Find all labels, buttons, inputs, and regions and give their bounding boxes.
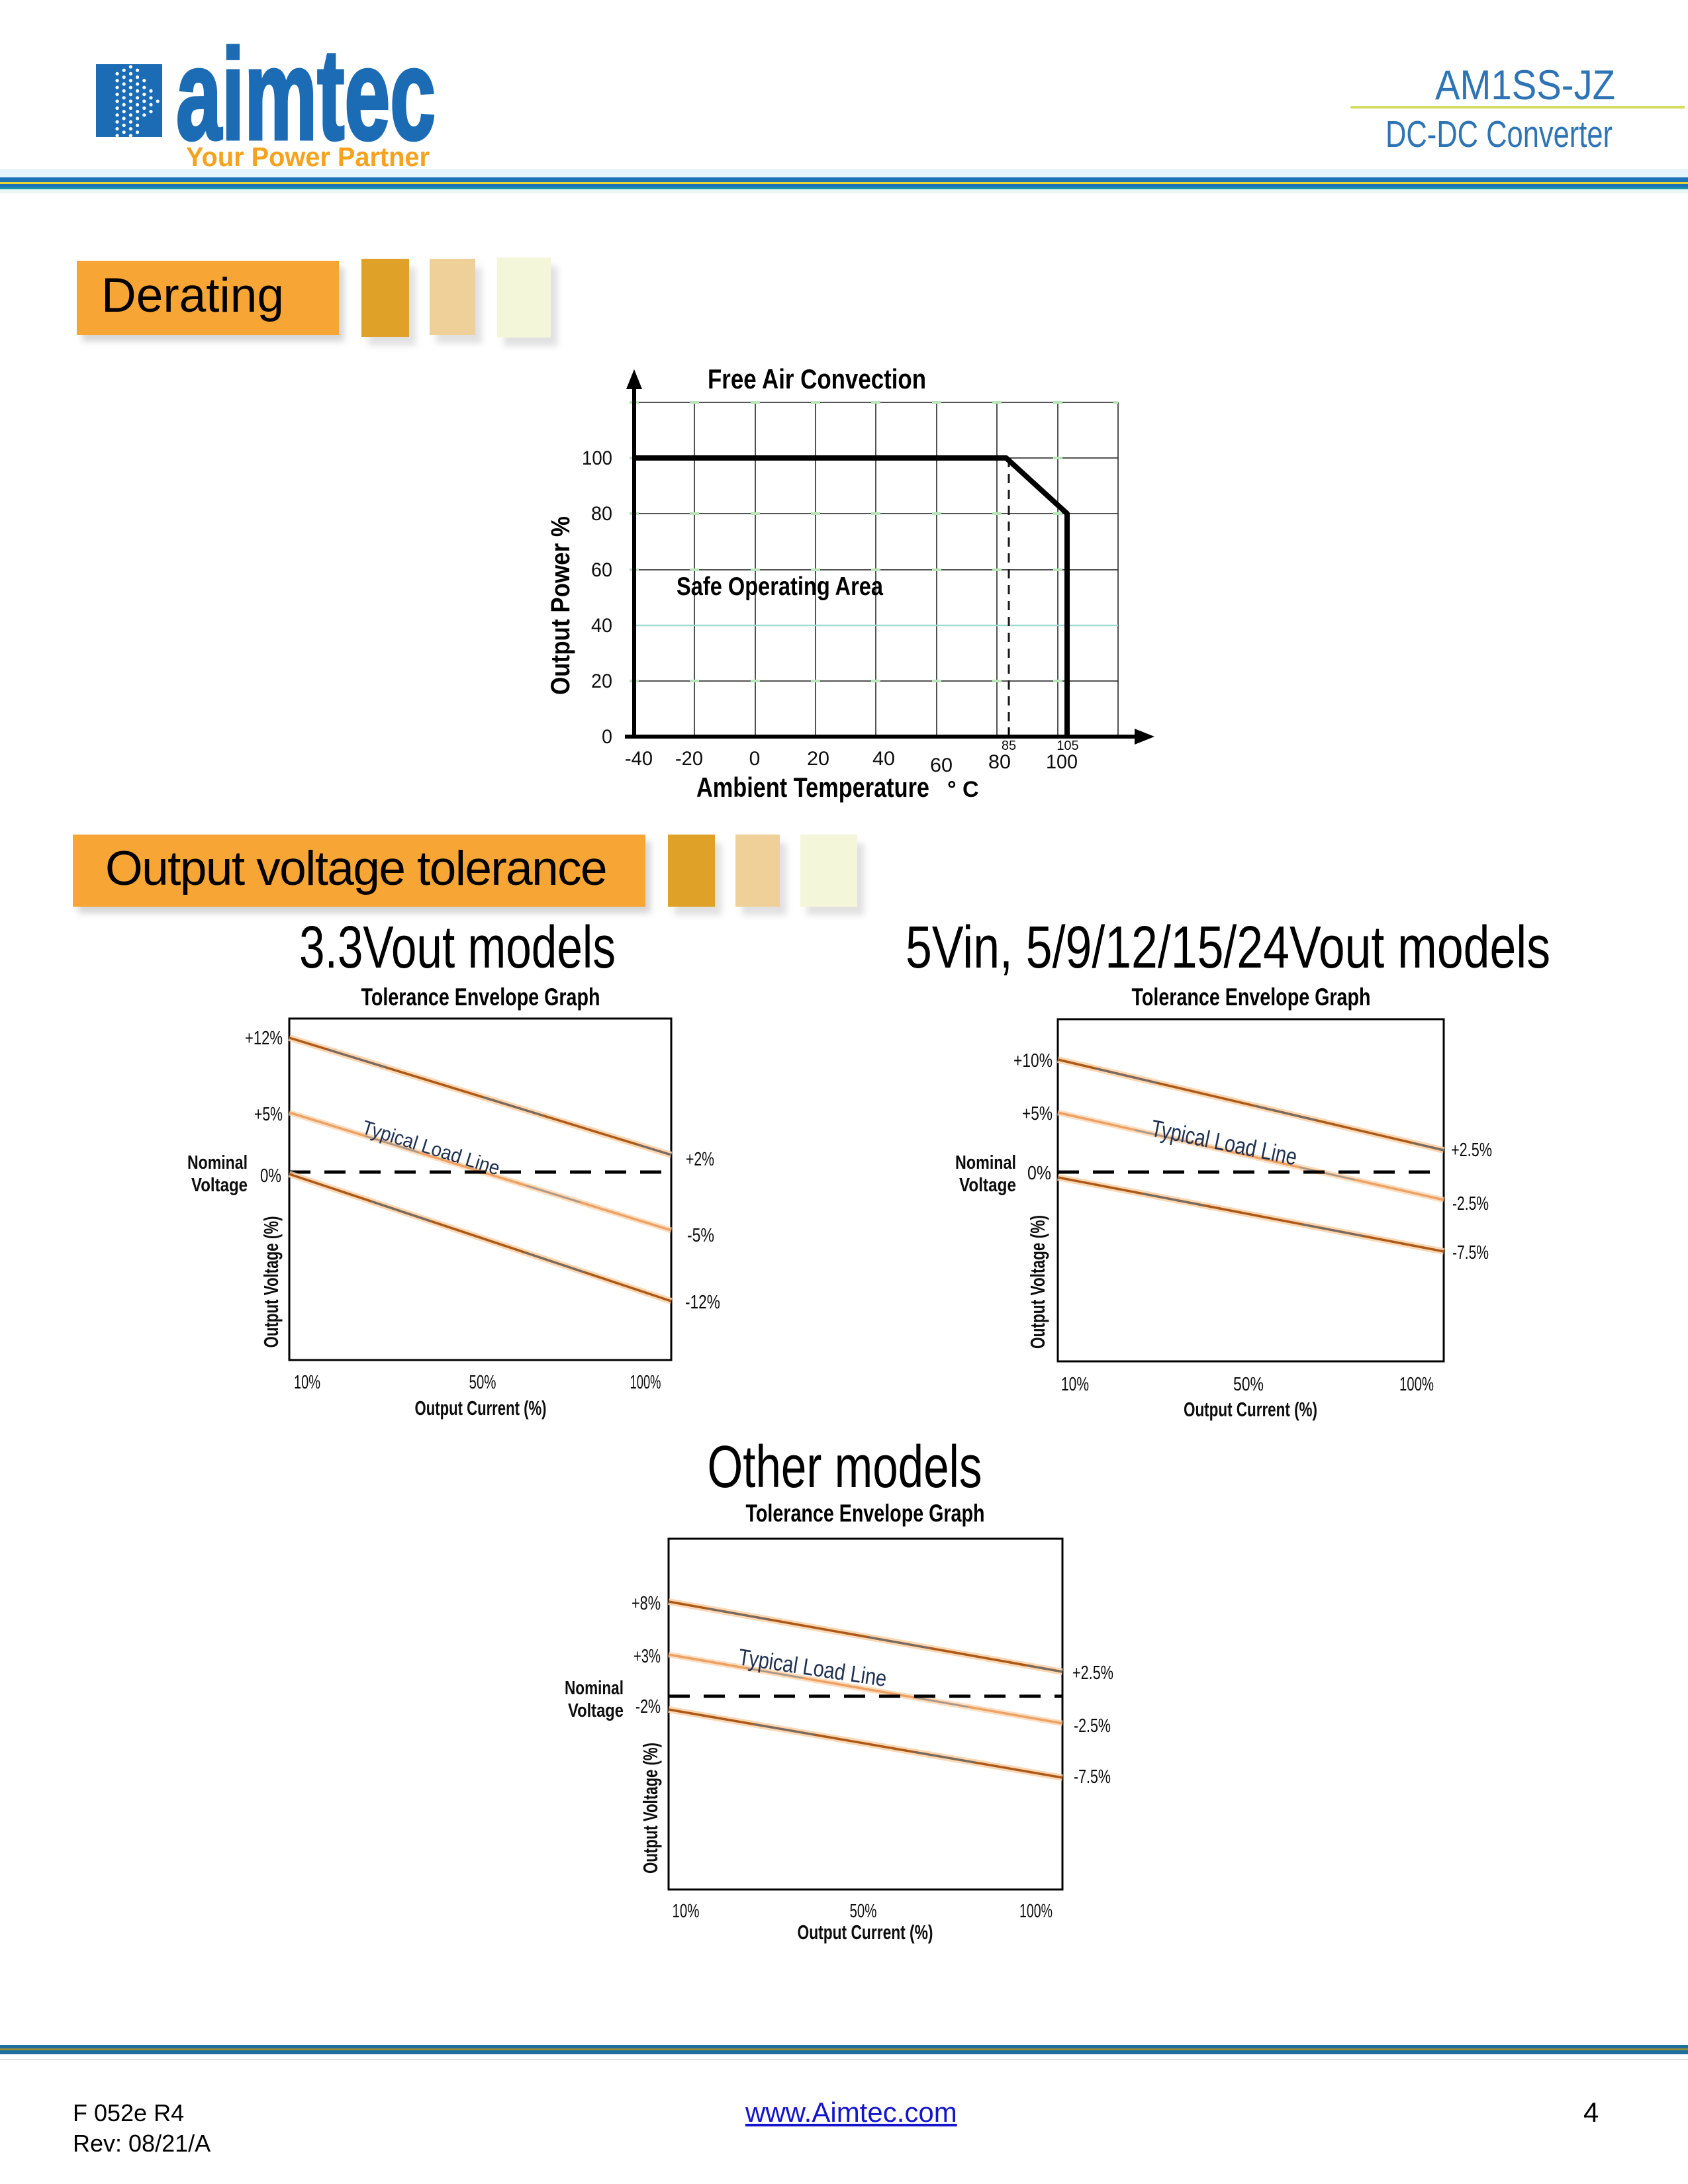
svg-text:-12%: -12% [685,1292,720,1313]
svg-text:Output Current (%): Output Current (%) [415,1396,547,1420]
svg-text:Voltage: Voltage [191,1175,248,1196]
svg-text:-5%: -5% [687,1225,714,1246]
svg-text:40: 40 [872,748,895,770]
svg-text:100%: 100% [630,1372,661,1393]
svg-text:50%: 50% [1233,1374,1264,1395]
svg-text:5Vin, 5/9/12/15/24Vout models: 5Vin, 5/9/12/15/24Vout models [906,917,1550,981]
svg-text:Output Voltage (%): Output Voltage (%) [259,1216,283,1348]
svg-text:Nominal: Nominal [565,1678,624,1699]
svg-text:-2.5%: -2.5% [1452,1193,1489,1214]
svg-text:Output Voltage (%): Output Voltage (%) [639,1743,662,1874]
svg-text:Ambient Temperature: Ambient Temperature [696,772,929,803]
svg-text:Safe Operating Area: Safe Operating Area [677,572,883,601]
svg-text:-2.5%: -2.5% [1074,1715,1111,1737]
svg-text:40: 40 [591,615,612,637]
svg-text:Voltage: Voltage [959,1175,1016,1196]
svg-text:50%: 50% [850,1901,877,1922]
svg-text:Your Power Partner: Your Power Partner [186,142,430,172]
svg-text:+2.5%: +2.5% [1072,1662,1113,1684]
svg-text:20: 20 [807,748,829,770]
svg-text:-7.5%: -7.5% [1452,1242,1489,1263]
svg-text:+8%: +8% [632,1593,661,1614]
svg-text:+5%: +5% [1022,1103,1053,1124]
svg-text:60: 60 [930,754,953,776]
svg-text:Nominal: Nominal [955,1152,1016,1173]
svg-text:DC-DC Converter: DC-DC Converter [1385,113,1613,156]
svg-text:+12%: +12% [245,1028,283,1049]
svg-text:80: 80 [988,751,1011,773]
svg-text:80: 80 [591,503,612,525]
svg-text:AM1SS-JZ: AM1SS-JZ [1435,62,1615,109]
svg-text:Voltage: Voltage [568,1700,624,1721]
svg-text:-7.5%: -7.5% [1074,1766,1111,1788]
svg-text:0%: 0% [260,1165,281,1187]
svg-text:100%: 100% [1019,1901,1053,1922]
svg-text:+5%: +5% [254,1104,283,1125]
svg-text:3.3Vout models: 3.3Vout models [299,917,616,981]
svg-text:20: 20 [591,670,612,692]
svg-text:100%: 100% [1399,1374,1434,1395]
svg-text:aimtec: aimtec [176,23,436,167]
svg-text:-20: -20 [675,748,703,770]
svg-text:+3%: +3% [633,1646,661,1667]
svg-text:0: 0 [602,726,612,748]
svg-text:10%: 10% [673,1901,700,1922]
svg-text:100: 100 [582,447,612,469]
svg-text:-2%: -2% [635,1696,661,1717]
svg-text:50%: 50% [469,1372,496,1393]
svg-text:Tolerance Envelope Graph: Tolerance Envelope Graph [1132,983,1371,1011]
svg-text:100: 100 [1046,751,1078,773]
svg-text:Output Current (%): Output Current (%) [1184,1398,1317,1421]
svg-text:Tolerance Envelope Graph: Tolerance Envelope Graph [361,983,600,1011]
svg-text:10%: 10% [1061,1374,1089,1395]
svg-text:85: 85 [1002,739,1016,753]
svg-text:Output Voltage (%): Output Voltage (%) [1026,1215,1049,1349]
svg-text:0: 0 [749,748,761,770]
svg-text:-40: -40 [625,748,653,770]
svg-text:10%: 10% [294,1372,320,1393]
svg-text:Output Current (%): Output Current (%) [798,1921,933,1944]
svg-text:0%: 0% [1027,1163,1051,1184]
svg-text:+2%: +2% [686,1149,714,1170]
svg-text:Output Power %: Output Power % [546,516,575,695]
svg-text:Free Air Convection: Free Air Convection [708,363,926,394]
svg-text:60: 60 [591,559,612,581]
svg-text:105: 105 [1056,739,1078,753]
svg-text:+10%: +10% [1013,1050,1053,1071]
svg-text:+2.5%: +2.5% [1451,1140,1492,1161]
svg-text:° C: ° C [947,777,979,802]
svg-text:Tolerance Envelope Graph: Tolerance Envelope Graph [746,1500,985,1527]
svg-text:Other models: Other models [708,1434,982,1500]
svg-text:Nominal: Nominal [187,1152,248,1173]
